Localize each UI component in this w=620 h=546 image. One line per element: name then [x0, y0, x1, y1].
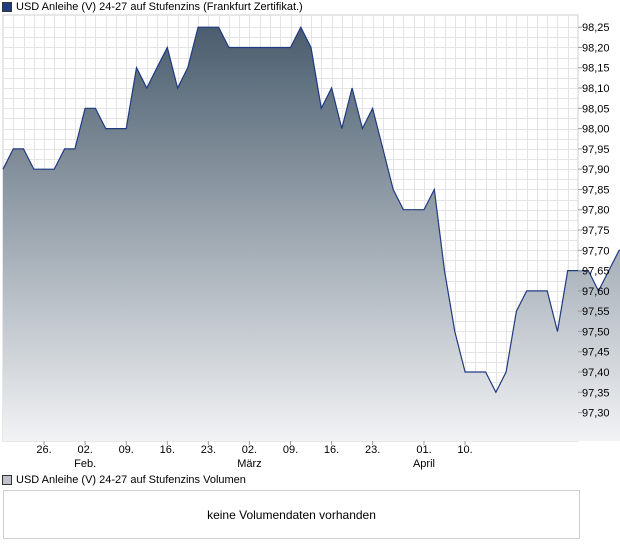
x-tick-label: 09.	[119, 444, 134, 456]
y-tick-label: 97,45	[582, 347, 610, 359]
y-tick-label: 97,75	[582, 225, 610, 237]
x-tick-label: 02.	[242, 444, 257, 456]
x-tick-label: 10.	[457, 444, 472, 456]
price-chart: 98,25 98,20 98,15 98,10 98,05 98,00 97,95 97,90…	[2, 14, 620, 470]
y-tick-label: 98,20	[582, 42, 610, 54]
x-tick-label: 16.	[324, 444, 339, 456]
y-tick-label: 97,70	[582, 245, 610, 257]
volume-panel: keine Volumendaten vorhanden	[3, 490, 580, 539]
y-tick-label: 97,80	[582, 205, 610, 217]
x-tick-label: 16.	[160, 444, 175, 456]
y-tick-label: 98,05	[582, 103, 610, 115]
y-tick-label: 97,60	[582, 286, 610, 298]
x-tick-label: 23.	[365, 444, 380, 456]
price-legend: USD Anleihe (V) 24-27 auf Stufenzins (Fr…	[2, 0, 303, 14]
x-tick-label: 26.	[36, 444, 51, 456]
x-month-label: März	[237, 458, 261, 470]
price-area	[3, 27, 620, 441]
y-tick-label: 97,30	[582, 408, 610, 420]
volume-empty-message: keine Volumendaten vorhanden	[207, 507, 376, 522]
x-tick-label: 23.	[201, 444, 216, 456]
y-tick-label: 98,10	[582, 83, 610, 95]
x-tick-label: 09.	[283, 444, 298, 456]
y-tick-label: 98,00	[582, 124, 610, 136]
price-legend-label: USD Anleihe (V) 24-27 auf Stufenzins (Fr…	[16, 1, 303, 13]
y-tick-label: 97,40	[582, 367, 610, 379]
price-line	[2, 25, 620, 394]
price-legend-swatch	[2, 2, 12, 12]
volume-legend: USD Anleihe (V) 24-27 auf Stufenzins Vol…	[2, 473, 246, 487]
y-tick-label: 97,55	[582, 306, 610, 318]
y-axis: 98,25 98,20 98,15 98,10 98,05 98,00 97,95 97,90…	[578, 22, 610, 420]
x-month-label: Feb.	[74, 458, 96, 470]
y-tick-label: 97,85	[582, 184, 610, 196]
y-tick-label: 97,90	[582, 164, 610, 176]
y-tick-label: 97,35	[582, 387, 610, 399]
volume-legend-swatch	[2, 475, 12, 485]
x-tick-label: 02.	[77, 444, 92, 456]
y-tick-label: 97,50	[582, 326, 610, 338]
y-tick-label: 98,25	[582, 22, 610, 34]
y-tick-label: 97,65	[582, 266, 610, 278]
y-tick-label: 97,95	[582, 144, 610, 156]
x-axis: 26. 02. Feb. 09. 16. 23. 02. März 09. 16. 23. 01. Ap…	[36, 441, 473, 470]
y-tick-label: 98,15	[582, 63, 610, 75]
volume-legend-label: USD Anleihe (V) 24-27 auf Stufenzins Vol…	[16, 474, 246, 486]
x-tick-label: 01.	[416, 444, 431, 456]
x-month-label: April	[413, 458, 435, 470]
